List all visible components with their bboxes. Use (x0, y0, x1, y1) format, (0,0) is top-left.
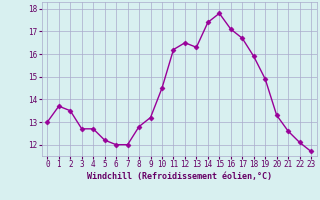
X-axis label: Windchill (Refroidissement éolien,°C): Windchill (Refroidissement éolien,°C) (87, 172, 272, 181)
